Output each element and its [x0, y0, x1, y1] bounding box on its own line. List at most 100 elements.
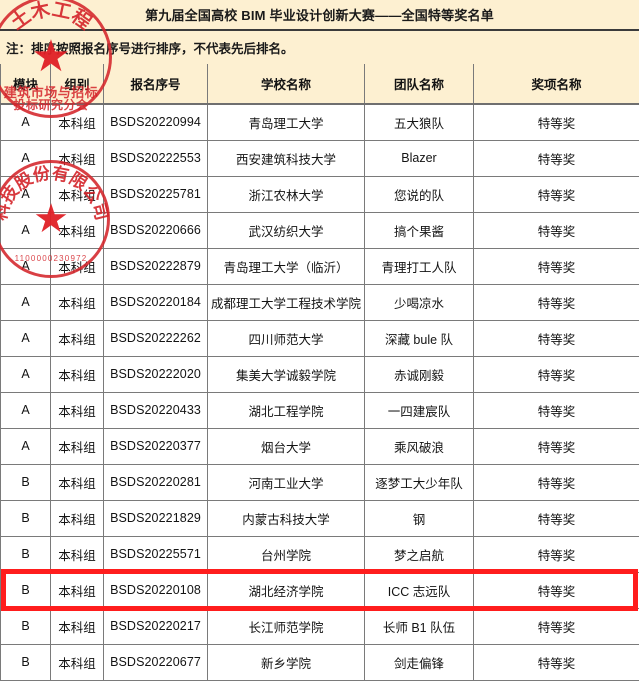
- cell-school: 西安建筑科技大学: [207, 139, 365, 177]
- table-header-row: 模块 组别 报名序号 学校名称 团队名称 奖项名称: [0, 64, 639, 105]
- cell-group: 本科组: [50, 103, 104, 141]
- table-row[interactable]: A 本科组 BSDS20225781 浙江农林大学 您说的队 特等奖: [0, 175, 639, 213]
- cell-school: 新乡学院: [207, 643, 365, 681]
- table-row[interactable]: B 本科组 BSDS20220677 新乡学院 剑走偏锋 特等奖: [0, 643, 639, 681]
- document-header: 第九届全国高校 BIM 毕业设计创新大赛——全国特等奖名单 注：排序按照报名序号…: [0, 0, 639, 64]
- cell-regno: BSDS20221829: [103, 499, 208, 537]
- table-row[interactable]: A 本科组 BSDS20222879 青岛理工大学（临沂） 青理打工人队 特等奖: [0, 247, 639, 285]
- cell-regno: BSDS20220217: [103, 607, 208, 645]
- table-row[interactable]: A 本科组 BSDS20220377 烟台大学 乘风破浪 特等奖: [0, 427, 639, 465]
- table-row[interactable]: B 本科组 BSDS20220108 湖北经济学院 ICC 志远队 特等奖: [0, 571, 639, 609]
- column-header-award: 奖项名称: [473, 64, 639, 105]
- page-title: 第九届全国高校 BIM 毕业设计创新大赛——全国特等奖名单: [145, 8, 494, 23]
- table-row[interactable]: A 本科组 BSDS20220184 成都理工大学工程技术学院 少喝凉水 特等奖: [0, 283, 639, 321]
- cell-award: 特等奖: [473, 175, 639, 213]
- cell-group: 本科组: [50, 247, 104, 285]
- cell-regno: BSDS20220108: [103, 571, 208, 609]
- cell-team: 梦之启航: [364, 535, 474, 573]
- cell-award: 特等奖: [473, 283, 639, 321]
- cell-team: ICC 志远队: [364, 571, 474, 609]
- cell-school: 青岛理工大学（临沂）: [207, 247, 365, 285]
- cell-module: B: [0, 463, 51, 501]
- cell-group: 本科组: [50, 175, 104, 213]
- cell-school: 成都理工大学工程技术学院: [207, 283, 365, 321]
- table-row[interactable]: A 本科组 BSDS20222262 四川师范大学 深藏 bule 队特等奖: [0, 319, 639, 357]
- table-row[interactable]: B 本科组 BSDS20225571 台州学院 梦之启航 特等奖: [0, 535, 639, 573]
- cell-module: A: [0, 283, 51, 321]
- cell-team: 搞个果酱: [364, 211, 474, 249]
- table-row[interactable]: A 本科组 BSDS20220666 武汉纺织大学 搞个果酱 特等奖: [0, 211, 639, 249]
- cell-award: 特等奖: [473, 463, 639, 501]
- cell-module: B: [0, 499, 51, 537]
- cell-award: 特等奖: [473, 607, 639, 645]
- cell-regno: BSDS20220184: [103, 283, 208, 321]
- cell-school: 长江师范学院: [207, 607, 365, 645]
- cell-group: 本科组: [50, 391, 104, 429]
- cell-module: B: [0, 535, 51, 573]
- table-row[interactable]: B 本科组 BSDS20220217 长江师范学院 长师 B1 队伍 特等奖: [0, 607, 639, 645]
- table-row[interactable]: B 本科组 BSDS20221829 内蒙古科技大学钢特等奖: [0, 499, 639, 537]
- cell-module: A: [0, 319, 51, 357]
- cell-regno: BSDS20222020: [103, 355, 208, 393]
- cell-school: 四川师范大学: [207, 319, 365, 357]
- cell-team: Blazer: [364, 139, 474, 177]
- cell-regno: BSDS20222879: [103, 247, 208, 285]
- cell-group: 本科组: [50, 643, 104, 681]
- cell-school: 烟台大学: [207, 427, 365, 465]
- cell-award: 特等奖: [473, 211, 639, 249]
- cell-module: A: [0, 247, 51, 285]
- cell-module: A: [0, 175, 51, 213]
- cell-module: A: [0, 139, 51, 177]
- cell-team: 钢: [364, 499, 474, 537]
- cell-module: B: [0, 607, 51, 645]
- cell-team: 少喝凉水: [364, 283, 474, 321]
- column-header-module: 模块: [0, 64, 51, 105]
- table-row[interactable]: A 本科组 BSDS20222553 西安建筑科技大学 Blazer 特等奖: [0, 139, 639, 177]
- cell-module: A: [0, 427, 51, 465]
- cell-team: 乘风破浪: [364, 427, 474, 465]
- cell-module: B: [0, 571, 51, 609]
- cell-regno: BSDS20220281: [103, 463, 208, 501]
- cell-group: 本科组: [50, 463, 104, 501]
- cell-group: 本科组: [50, 607, 104, 645]
- note-bar: 注：排序按照报名序号进行排序，不代表先后排名。: [0, 31, 639, 64]
- cell-group: 本科组: [50, 211, 104, 249]
- table-row[interactable]: B 本科组 BSDS20220281 河南工业大学 逐梦工大少年队 特等奖: [0, 463, 639, 501]
- table-row[interactable]: A 本科组 BSDS20220433 湖北工程学院 一四建宸队 特等奖: [0, 391, 639, 429]
- table-row[interactable]: A 本科组 BSDS20222020 集美大学诚毅学院 赤诚刚毅 特等奖: [0, 355, 639, 393]
- cell-regno: BSDS20222553: [103, 139, 208, 177]
- cell-module: A: [0, 103, 51, 141]
- cell-module: A: [0, 211, 51, 249]
- cell-module: A: [0, 391, 51, 429]
- cell-regno: BSDS20225781: [103, 175, 208, 213]
- cell-school: 集美大学诚毅学院: [207, 355, 365, 393]
- table-row[interactable]: A 本科组 BSDS20220994 青岛理工大学 五大狼队 特等奖: [0, 103, 639, 141]
- cell-regno: BSDS20220377: [103, 427, 208, 465]
- sorting-note: 注：排序按照报名序号进行排序，不代表先后排名。: [6, 42, 294, 56]
- cell-team: 深藏 bule 队: [364, 319, 474, 357]
- cell-award: 特等奖: [473, 499, 639, 537]
- cell-group: 本科组: [50, 571, 104, 609]
- cell-award: 特等奖: [473, 391, 639, 429]
- cell-award: 特等奖: [473, 427, 639, 465]
- column-header-regno: 报名序号: [103, 64, 208, 105]
- cell-regno: BSDS20220994: [103, 103, 208, 141]
- cell-award: 特等奖: [473, 139, 639, 177]
- cell-award: 特等奖: [473, 103, 639, 141]
- cell-award: 特等奖: [473, 355, 639, 393]
- cell-group: 本科组: [50, 319, 104, 357]
- cell-regno: BSDS20220433: [103, 391, 208, 429]
- cell-team: 青理打工人队: [364, 247, 474, 285]
- cell-award: 特等奖: [473, 535, 639, 573]
- cell-school: 内蒙古科技大学: [207, 499, 365, 537]
- cell-award: 特等奖: [473, 247, 639, 285]
- table-body: A 本科组 BSDS20220994 青岛理工大学 五大狼队 特等奖 A 本科组 BSDS202…: [0, 103, 639, 681]
- cell-school: 湖北经济学院: [207, 571, 365, 609]
- cell-regno: BSDS20222262: [103, 319, 208, 357]
- cell-group: 本科组: [50, 535, 104, 573]
- cell-team: 您说的队: [364, 175, 474, 213]
- cell-award: 特等奖: [473, 643, 639, 681]
- cell-school: 湖北工程学院: [207, 391, 365, 429]
- cell-regno: BSDS20225571: [103, 535, 208, 573]
- cell-award: 特等奖: [473, 319, 639, 357]
